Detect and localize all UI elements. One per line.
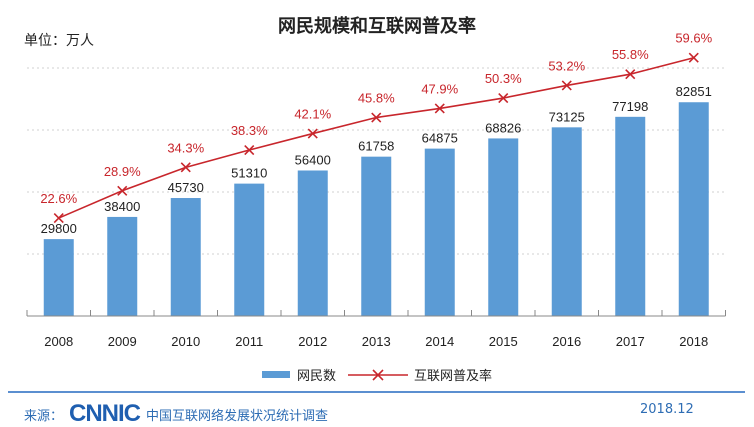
bar-label: 77198	[612, 99, 648, 114]
bar-label: 68826	[485, 120, 521, 135]
line-marker	[434, 103, 445, 114]
x-tick-label: 2013	[362, 334, 391, 349]
bar-2016	[551, 127, 582, 317]
source-label: 来源：	[24, 408, 64, 424]
bar-label: 56400	[295, 152, 331, 167]
source: 来源： CNNIC 中国互联网络发展状况统计调查	[24, 400, 328, 427]
line-label: 28.9%	[104, 164, 141, 179]
x-tick-label: 2016	[552, 334, 581, 349]
line-label: 55.8%	[612, 47, 649, 62]
line-label: 47.9%	[421, 81, 458, 96]
x-tick-label: 2015	[489, 334, 518, 349]
line-marker	[307, 128, 318, 139]
line-marker	[244, 144, 255, 156]
line-label: 50.3%	[485, 71, 522, 86]
bar-2008	[43, 239, 74, 316]
bar-label: 73125	[549, 109, 585, 124]
legend-line-label: 互联网普及率	[414, 368, 492, 384]
source-text: 中国互联网络发展状况统计调查	[146, 408, 329, 424]
line-label: 45.8%	[358, 91, 395, 106]
bar-label: 82851	[676, 84, 712, 99]
chart-title: 网民规模和互联网普及率	[278, 16, 476, 37]
line-label: 34.3%	[167, 140, 204, 155]
cnnic-logo: CNNIC	[69, 400, 141, 427]
x-tick-label: 2008	[44, 334, 73, 349]
bar-2013	[361, 156, 392, 316]
bar-2010	[170, 198, 201, 316]
unit-label: 单位：万人	[24, 33, 94, 49]
legend-bar-swatch	[262, 371, 290, 378]
x-tick-label: 2011	[235, 334, 263, 349]
line-marker	[117, 185, 128, 196]
line-marker	[625, 69, 636, 80]
bar-label: 29800	[41, 221, 77, 236]
line-marker	[53, 213, 64, 224]
bar-label: 38400	[104, 199, 140, 214]
x-tick-label: 2017	[616, 334, 645, 349]
footer-divider	[8, 391, 745, 393]
x-tick-label: 2018	[679, 334, 708, 349]
bar-2011	[234, 183, 265, 316]
line-marker	[371, 112, 382, 123]
bar-2014	[424, 148, 455, 316]
x-tick-label: 2012	[298, 334, 327, 349]
bar-label: 61758	[358, 139, 394, 154]
legend-line-marker	[372, 369, 384, 381]
line-label: 42.1%	[294, 107, 331, 122]
bar-label: 64875	[422, 131, 458, 146]
bar-2017	[615, 116, 646, 316]
bar-label: 51310	[231, 166, 267, 181]
line-label: 53.2%	[548, 58, 585, 73]
x-tick-label: 2009	[108, 334, 137, 349]
legend-bar-label: 网民数	[297, 369, 336, 384]
date: 2018.12	[640, 402, 694, 417]
line-marker	[561, 80, 572, 91]
line-marker	[498, 92, 509, 104]
line-label: 22.6%	[40, 191, 77, 206]
line-marker	[180, 162, 191, 173]
x-tick-label: 2014	[425, 334, 454, 349]
bar-2009	[107, 216, 138, 316]
x-tick-label: 2010	[171, 334, 200, 349]
bar-2018	[678, 102, 709, 317]
line-label: 59.6%	[675, 31, 712, 46]
line-marker	[688, 52, 699, 63]
bar-2015	[488, 138, 519, 316]
bar-label: 45730	[168, 180, 204, 195]
bar-2012	[297, 170, 328, 316]
line-label: 38.3%	[231, 123, 268, 138]
